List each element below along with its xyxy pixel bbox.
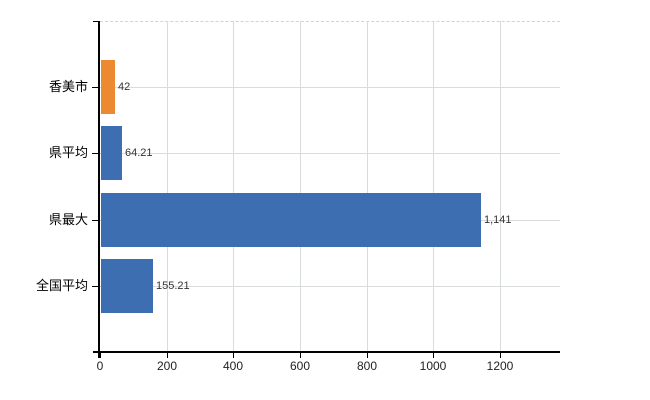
y-axis-tick bbox=[92, 286, 99, 287]
x-tick-label: 1000 bbox=[419, 359, 447, 373]
gridline-horizontal bbox=[100, 153, 560, 154]
gridline-horizontal bbox=[100, 87, 560, 88]
x-axis-tick bbox=[100, 352, 101, 358]
plot-top-border bbox=[100, 21, 560, 22]
bar-value-label: 155.21 bbox=[156, 280, 190, 292]
bar bbox=[101, 60, 115, 114]
bar bbox=[101, 259, 153, 313]
y-axis-tick bbox=[92, 220, 99, 221]
bar bbox=[101, 193, 481, 247]
y-axis-end-tick bbox=[93, 21, 100, 22]
y-axis-tick bbox=[92, 87, 99, 88]
x-tick-label: 0 bbox=[96, 359, 104, 373]
x-tick-label: 400 bbox=[222, 359, 244, 373]
bar-value-label: 1,141 bbox=[484, 214, 512, 226]
gridline-vertical bbox=[367, 21, 368, 352]
category-label: 全国平均 bbox=[35, 278, 88, 293]
category-label: 県最大 bbox=[48, 212, 88, 227]
x-axis-tick bbox=[233, 352, 234, 358]
x-axis-tick bbox=[500, 352, 501, 358]
bar-value-label: 64.21 bbox=[125, 147, 153, 159]
x-tick-label: 200 bbox=[156, 359, 178, 373]
bar bbox=[101, 126, 122, 180]
y-axis-tick bbox=[92, 153, 99, 154]
x-axis-line bbox=[93, 351, 560, 353]
gridline-vertical bbox=[167, 21, 168, 352]
gridline-vertical bbox=[300, 21, 301, 352]
gridline-vertical bbox=[433, 21, 434, 352]
x-axis-tick bbox=[367, 352, 368, 358]
category-label: 香美市 bbox=[48, 79, 88, 94]
x-axis-tick bbox=[167, 352, 168, 358]
x-tick-label: 800 bbox=[356, 359, 378, 373]
bar-value-label: 42 bbox=[118, 81, 131, 93]
gridline-vertical bbox=[500, 21, 501, 352]
gridline-vertical bbox=[233, 21, 234, 352]
category-label: 県平均 bbox=[48, 145, 88, 160]
x-tick-label: 600 bbox=[289, 359, 311, 373]
gridline-horizontal bbox=[100, 286, 560, 287]
y-axis-line bbox=[98, 21, 100, 358]
x-tick-label: 1200 bbox=[486, 359, 514, 373]
x-axis-tick bbox=[300, 352, 301, 358]
x-axis-tick bbox=[433, 352, 434, 358]
